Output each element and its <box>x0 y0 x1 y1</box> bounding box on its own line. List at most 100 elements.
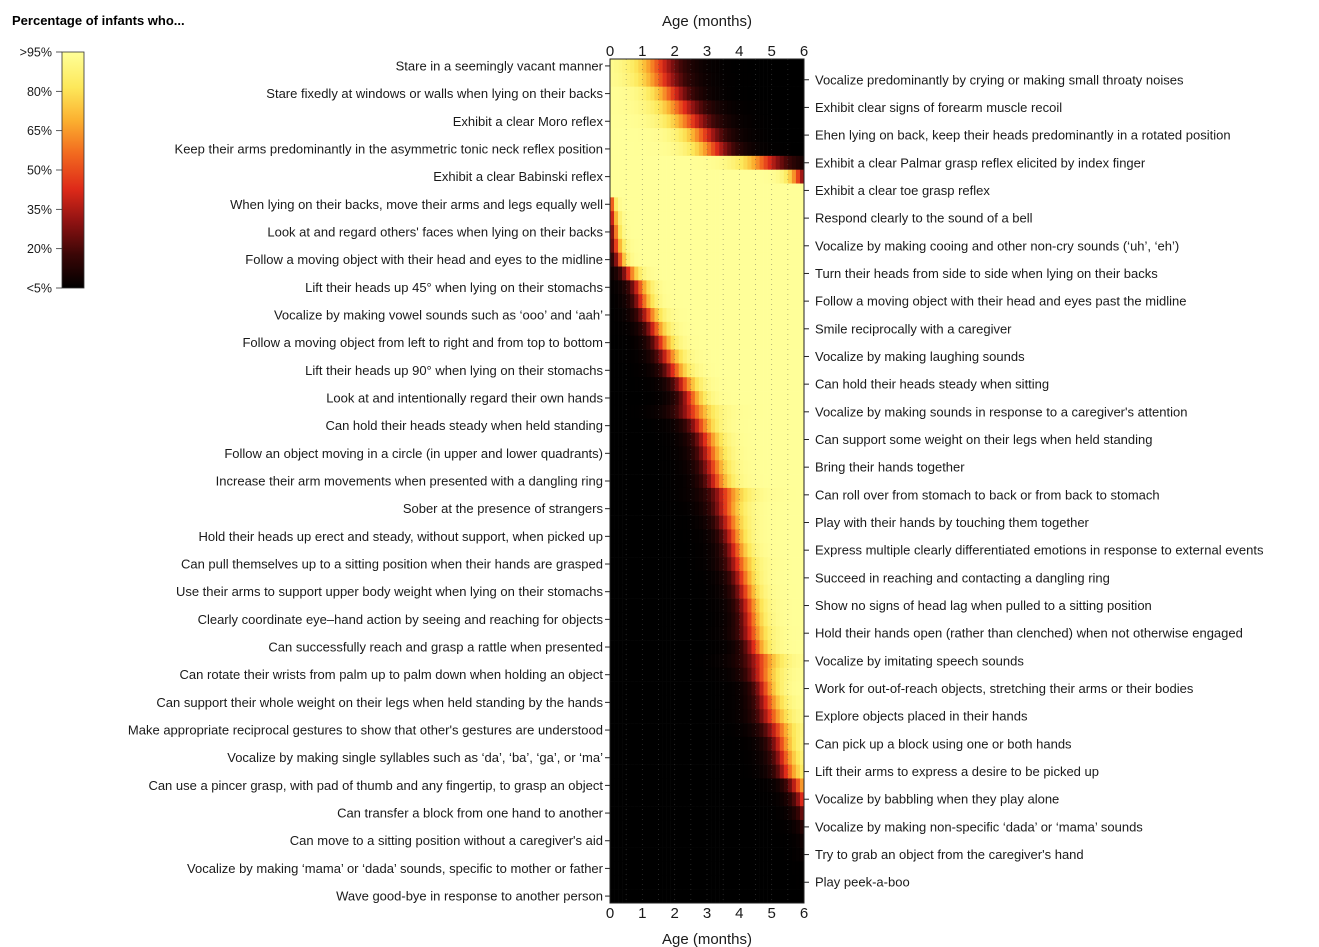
heat-cell <box>719 612 724 627</box>
heat-cell <box>698 155 704 170</box>
heat-cell <box>638 377 643 392</box>
heat-cell <box>654 197 659 212</box>
heat-cell <box>626 653 631 669</box>
heat-cell <box>787 529 793 544</box>
heat-cell <box>642 612 647 627</box>
heat-cell <box>779 377 785 392</box>
heat-cell <box>739 59 744 74</box>
heat-cell <box>759 363 764 378</box>
heat-cell <box>662 335 667 350</box>
heat-cell <box>795 819 801 835</box>
heat-cell <box>707 252 712 267</box>
heat-cell <box>662 294 667 309</box>
heat-cell <box>755 349 760 364</box>
heat-cell <box>763 72 768 87</box>
heat-cell <box>614 875 619 890</box>
heat-cell <box>702 128 708 143</box>
heat-cell <box>662 598 667 613</box>
heat-cell <box>622 142 627 157</box>
heat-cell <box>755 640 760 655</box>
heat-cell <box>795 432 801 447</box>
heat-cell <box>646 363 651 378</box>
heat-cell <box>727 294 732 309</box>
heat-cell <box>630 833 635 848</box>
heat-cell <box>678 764 684 779</box>
heat-cell <box>658 861 663 876</box>
heat-cell <box>739 750 744 765</box>
heat-cell <box>751 653 756 669</box>
row-label-left: Can support their whole weight on their … <box>156 695 603 710</box>
heat-cell <box>723 252 728 267</box>
heat-cell <box>630 335 635 350</box>
heat-cell <box>707 750 712 765</box>
heat-cell <box>634 266 639 281</box>
heat-cell <box>666 183 671 198</box>
heat-cell <box>747 197 752 212</box>
heat-cell <box>707 515 712 530</box>
heat-cell <box>767 474 772 489</box>
heat-cell <box>674 681 680 696</box>
heat-cell <box>779 391 785 406</box>
heat-cell <box>767 640 772 655</box>
heat-cell <box>743 861 748 876</box>
heat-cell <box>646 778 651 793</box>
heat-cell <box>795 238 801 254</box>
heat-cell <box>735 736 740 752</box>
heat-cell <box>662 612 667 627</box>
heat-cell <box>715 280 720 295</box>
heat-cell <box>727 238 732 254</box>
heat-cell <box>783 612 789 627</box>
heat-cell <box>630 128 635 143</box>
heat-cell <box>783 100 789 115</box>
heat-cell <box>674 404 680 420</box>
heat-cell <box>727 764 732 779</box>
heat-cell <box>630 321 635 337</box>
heat-cell <box>755 598 760 613</box>
heat-cell <box>711 570 716 586</box>
row-label-right: Vocalize by babbling when they play alon… <box>815 792 1059 807</box>
heat-cell <box>670 695 675 710</box>
heat-cell <box>763 59 768 74</box>
heat-cell <box>799 238 805 254</box>
heat-cell <box>658 349 663 364</box>
row-labels-right: Vocalize predominantly by crying or maki… <box>804 72 1264 890</box>
heat-cell <box>751 612 756 627</box>
heat-cell <box>690 640 696 655</box>
heat-cell <box>682 142 688 157</box>
heat-cell <box>779 280 785 295</box>
heat-cell <box>755 266 760 281</box>
heat-cell <box>711 695 716 710</box>
heat-cell <box>743 280 748 295</box>
heat-cell <box>759 543 764 558</box>
heat-cell <box>743 72 748 87</box>
heat-cell <box>735 529 740 544</box>
heat-cell <box>727 252 732 267</box>
heat-cell <box>767 681 772 696</box>
heat-cell <box>690 404 696 420</box>
heat-cell <box>630 861 635 876</box>
heat-cell <box>715 792 720 807</box>
heat-cell <box>694 266 700 281</box>
heat-cell <box>678 280 684 295</box>
heat-cell <box>731 736 736 752</box>
heat-cell <box>727 377 732 392</box>
heat-cell <box>711 225 716 240</box>
heat-cell <box>646 750 651 765</box>
heat-cell <box>763 626 768 641</box>
heat-cell <box>707 709 712 724</box>
heat-cell <box>731 543 736 558</box>
heat-cell <box>707 446 712 461</box>
heat-cell <box>678 128 684 143</box>
heat-cell <box>751 100 756 115</box>
heat-cell <box>610 321 615 337</box>
heat-cell <box>787 432 793 447</box>
heat-cell <box>719 487 724 503</box>
heat-cell <box>727 349 732 364</box>
heat-cell <box>658 875 663 890</box>
heat-cell <box>723 377 728 392</box>
heat-cell <box>743 114 748 129</box>
heat-cell <box>747 515 752 530</box>
row-label-left: Lift their heads up 45° when lying on th… <box>305 280 603 295</box>
heat-cell <box>731 72 736 87</box>
